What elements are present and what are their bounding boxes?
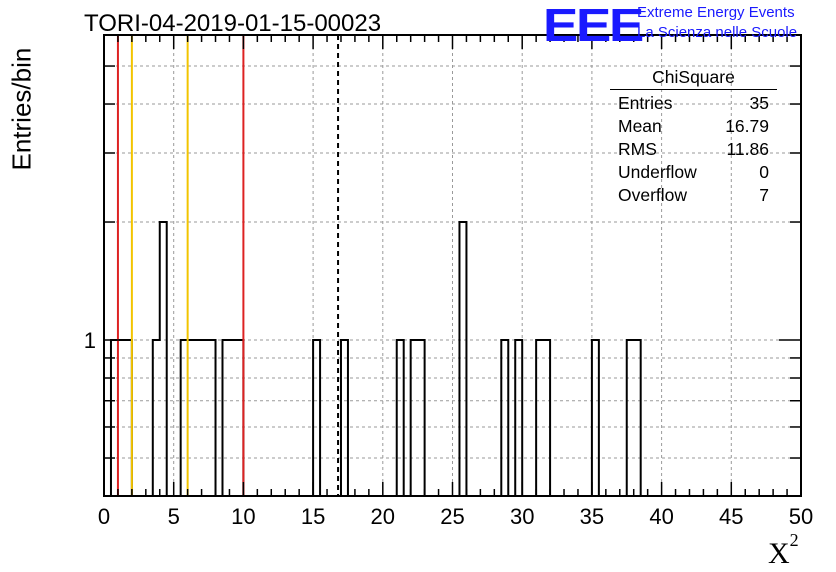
- stats-title: ChiSquare: [610, 66, 777, 90]
- histogram-bin: [459, 222, 466, 496]
- x-axis-label-base: X: [768, 537, 790, 570]
- stats-row-rms: RMS 11.86: [612, 138, 777, 161]
- histogram-bin: [202, 340, 209, 496]
- histogram-bin: [229, 340, 236, 496]
- histogram-bin: [536, 340, 543, 496]
- histogram-bin: [418, 340, 425, 496]
- x-tick-label: 25: [440, 504, 464, 529]
- histogram-bin: [313, 340, 320, 496]
- histogram-bin: [634, 340, 641, 496]
- x-axis-label-sup: 2: [789, 530, 799, 550]
- logo-line-1: Extreme Energy Events: [637, 4, 795, 21]
- histogram-bin: [111, 340, 118, 496]
- x-tick-label: 20: [371, 504, 395, 529]
- stats-label: RMS: [618, 139, 657, 159]
- stats-row-underflow: Underflow 0: [612, 161, 777, 184]
- y-axis-label: Entries/bin: [6, 47, 37, 171]
- axis-ticks: [103, 34, 802, 497]
- reference-lines: [116, 35, 340, 496]
- histogram-bin: [592, 340, 599, 496]
- stats-label: Mean: [618, 116, 662, 136]
- x-tick-label: 15: [301, 504, 325, 529]
- histogram-bin: [236, 340, 243, 496]
- logo-letters: EEE: [543, 0, 644, 51]
- stats-value: 7: [759, 185, 769, 205]
- x-tick-label: 10: [231, 504, 255, 529]
- stats-value: 0: [759, 162, 769, 182]
- histogram-bin: [411, 340, 418, 496]
- stats-value: 11.86: [726, 139, 770, 159]
- chart-title: TORI-04-2019-01-15-00023: [84, 10, 382, 37]
- logo-line-2: La Scienza nelle Scuole: [637, 24, 798, 41]
- x-tick-label: 45: [719, 504, 743, 529]
- histogram-bin: [153, 340, 160, 496]
- histogram-bin: [543, 340, 550, 496]
- stats-label: Underflow: [618, 162, 697, 182]
- histogram-bin: [209, 340, 216, 496]
- x-tick-label: 30: [510, 504, 534, 529]
- histogram-bin: [118, 340, 125, 496]
- x-tick-label: 40: [649, 504, 673, 529]
- histogram-bin: [181, 340, 188, 496]
- stats-row-overflow: Overflow 7: [612, 184, 777, 207]
- histogram-bin: [515, 340, 522, 496]
- histogram-bin: [222, 340, 229, 496]
- histogram-bin: [125, 340, 132, 496]
- histogram-bin: [160, 222, 167, 496]
- histogram-bin: [501, 340, 508, 496]
- x-tick-label: 35: [580, 504, 604, 529]
- histogram-bin: [195, 340, 202, 496]
- stats-box: ChiSquare Entries 35 Mean 16.79 RMS 11.86 U…: [610, 66, 777, 207]
- x-tick-label: 0: [98, 504, 110, 529]
- x-axis-label: X2: [768, 530, 799, 571]
- stats-row-mean: Mean 16.79: [612, 115, 777, 138]
- stats-row-entries: Entries 35: [612, 92, 777, 115]
- stats-value: 16.79: [725, 116, 769, 136]
- stats-label: Overflow: [618, 185, 688, 205]
- histogram-bin: [341, 340, 348, 496]
- x-tick-label: 50: [789, 504, 813, 529]
- histogram-bin: [188, 340, 195, 496]
- y-tick-label: 1: [84, 328, 96, 353]
- x-tick-label: 5: [168, 504, 180, 529]
- stats-label: Entries: [618, 93, 673, 113]
- tick-labels: 0 5 10 15 20 25 30 35 40 45 50 1: [84, 328, 813, 529]
- stats-value: 35: [749, 93, 769, 113]
- histogram-bin: [397, 340, 404, 496]
- histogram-bin: [627, 340, 634, 496]
